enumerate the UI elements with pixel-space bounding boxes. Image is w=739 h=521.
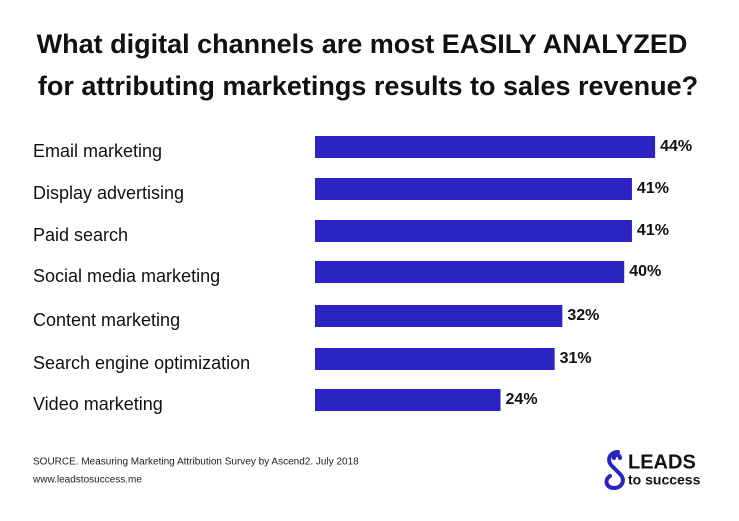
category-label: Search engine optimization <box>33 353 250 373</box>
bar <box>315 136 656 158</box>
bar <box>315 261 625 283</box>
category-label: Content marketing <box>33 310 180 330</box>
category-label: Social media marketing <box>33 266 220 286</box>
bar <box>315 348 555 370</box>
value-label: 32% <box>567 307 599 324</box>
logo-name: LEADS <box>628 451 696 473</box>
value-label: 41% <box>637 222 669 239</box>
bar <box>315 178 632 200</box>
bar <box>315 305 563 327</box>
website: www.leadstosuccess.me <box>32 475 142 486</box>
chart-title: What digital channels are most EASILY AN… <box>37 29 688 59</box>
logo-tagline: to success <box>628 472 701 488</box>
category-label: Paid search <box>33 225 128 245</box>
category-label: Email marketing <box>33 141 162 161</box>
category-label: Display advertising <box>33 183 184 203</box>
logo-icon <box>604 450 625 491</box>
bar <box>315 220 632 242</box>
value-label: 40% <box>629 263 661 280</box>
bar <box>315 389 501 411</box>
source-note: SOURCE. Measuring Marketing Attribution … <box>33 457 359 468</box>
value-label: 31% <box>560 350 592 367</box>
category-label: Video marketing <box>33 394 163 414</box>
value-label: 24% <box>506 391 538 408</box>
value-label: 44% <box>660 138 692 155</box>
chart-title: for attributing marketings results to sa… <box>38 71 698 101</box>
logo: LEADS to success <box>604 450 701 491</box>
value-label: 41% <box>637 180 669 197</box>
